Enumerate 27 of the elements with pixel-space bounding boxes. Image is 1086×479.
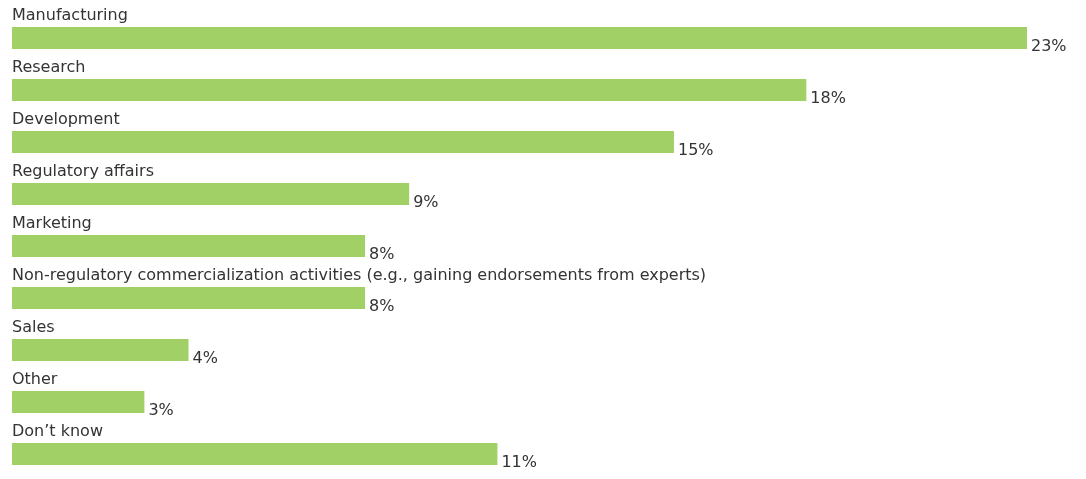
- y-tick-label: Sales: [12, 317, 55, 336]
- y-tick-label: Manufacturing: [12, 5, 128, 24]
- bar: [12, 443, 498, 465]
- data-label: 18%: [810, 88, 846, 107]
- bar: [12, 339, 189, 361]
- y-tick-label: Regulatory affairs: [12, 161, 154, 180]
- y-tick-label: Non-regulatory commercialization activities (e.g., gaining endorsements from experts): [12, 265, 707, 284]
- y-tick-label: Don’t know: [12, 421, 103, 440]
- data-label: 9%: [413, 192, 439, 211]
- bar: [12, 131, 674, 153]
- data-label: 15%: [677, 140, 714, 159]
- data-label: 4%: [192, 348, 218, 367]
- bar: [12, 79, 807, 101]
- data-label: 8%: [369, 244, 395, 263]
- y-tick-label: Research: [12, 57, 86, 76]
- bar: [12, 27, 1027, 49]
- data-label: 3%: [148, 400, 174, 419]
- bar: [12, 183, 410, 205]
- data-label: 11%: [501, 452, 537, 471]
- bar: [12, 235, 366, 257]
- y-tick-label: Other: [12, 369, 58, 388]
- bar: [12, 391, 145, 413]
- data-label: 8%: [369, 296, 395, 315]
- y-tick-label: Marketing: [12, 213, 92, 232]
- data-label: 23%: [1031, 36, 1067, 55]
- y-tick-label: Development: [12, 109, 120, 128]
- bar: [12, 287, 366, 309]
